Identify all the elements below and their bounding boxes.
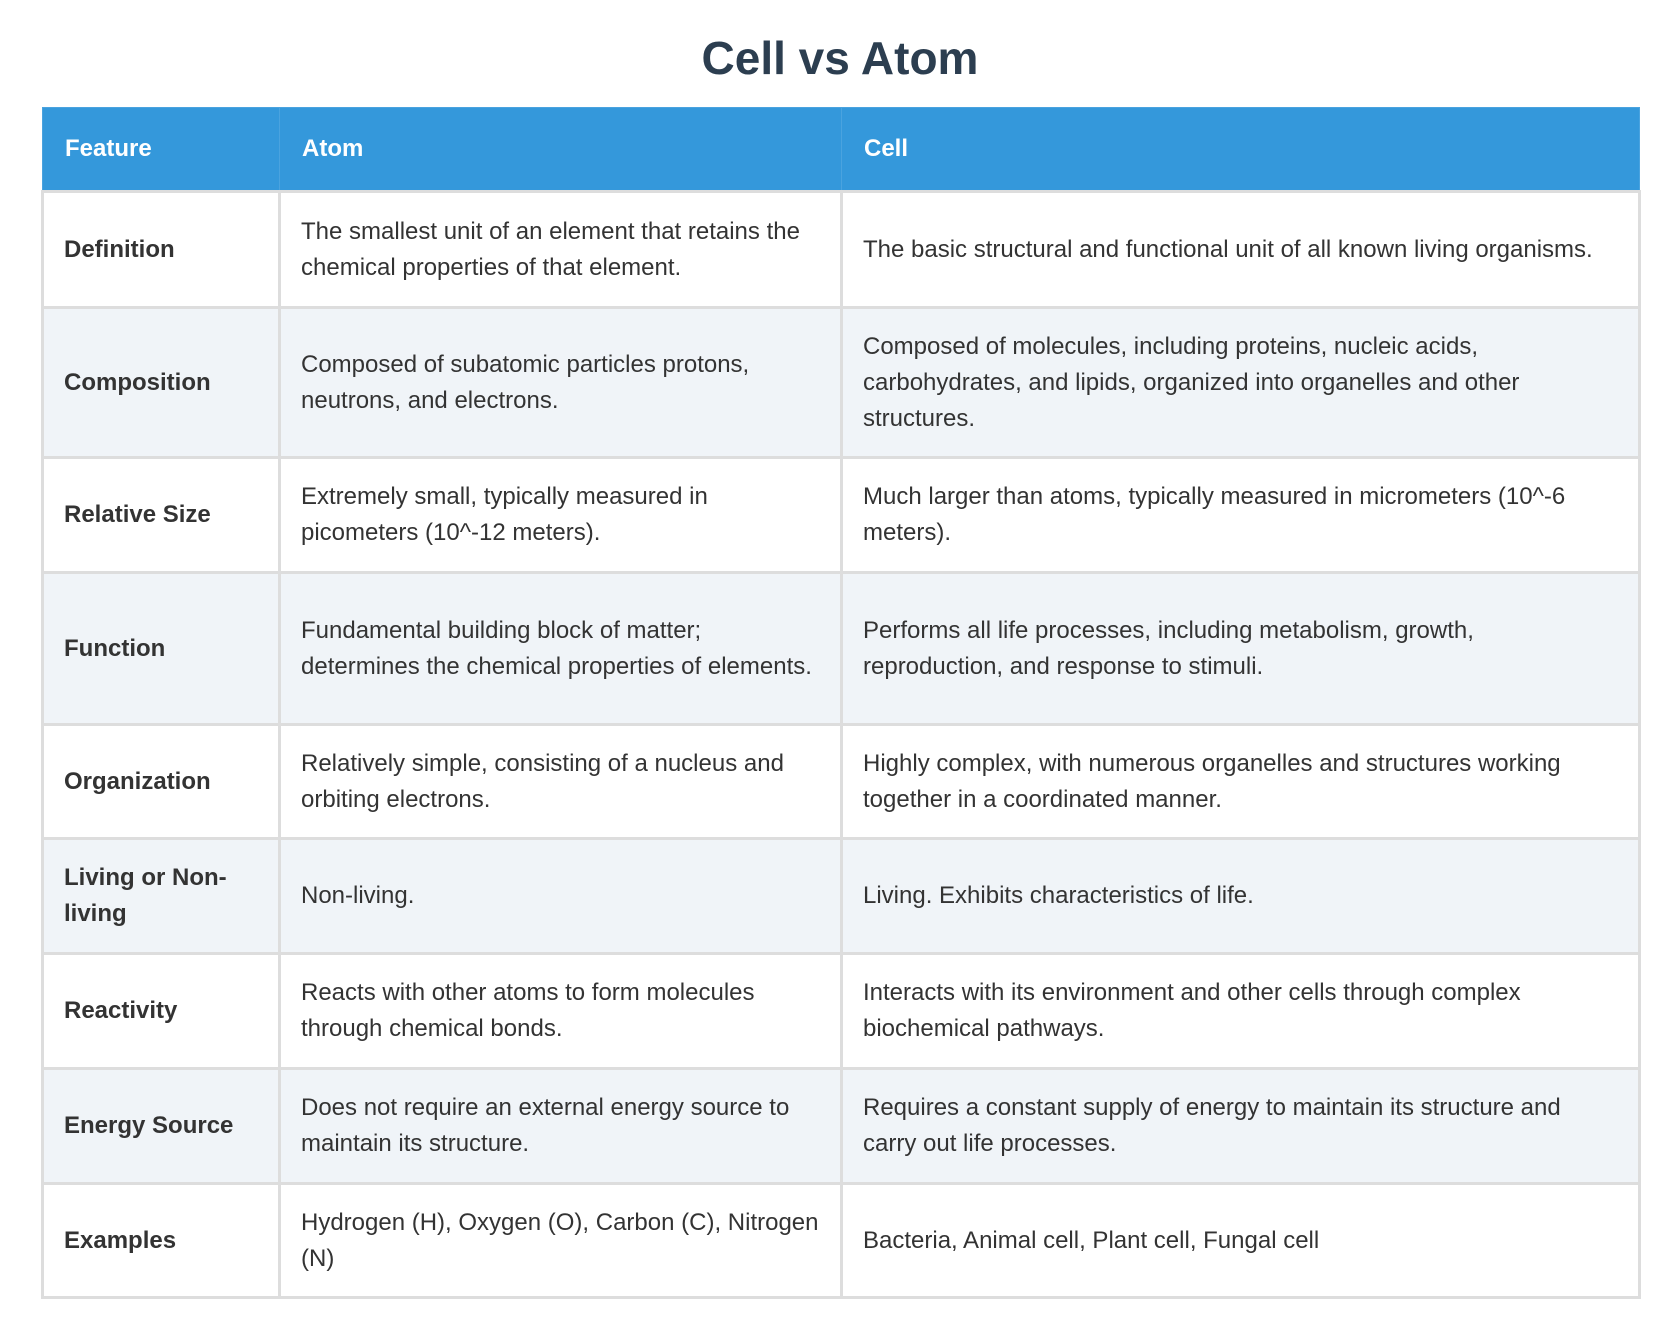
- table-row: Function Fundamental building block of m…: [41, 571, 1641, 726]
- atom-value: The smallest unit of an element that ret…: [278, 190, 843, 309]
- comparison-table: Feature Atom Cell Definition The smalles…: [41, 107, 1641, 1299]
- feature-label: Function: [41, 571, 281, 726]
- header-row: Feature Atom Cell: [42, 107, 1640, 192]
- table-row: Examples Hydrogen (H), Oxygen (O), Carbo…: [41, 1182, 1641, 1299]
- atom-value: Does not require an external energy sour…: [278, 1067, 843, 1185]
- cell-value: Much larger than atoms, typically measur…: [840, 456, 1641, 574]
- header-atom: Atom: [279, 107, 842, 192]
- cell-value: Composed of molecules, including protein…: [840, 306, 1641, 459]
- atom-value: Reacts with other atoms to form molecule…: [278, 952, 843, 1070]
- table-row: Energy Source Does not require an extern…: [41, 1067, 1641, 1185]
- atom-value: Composed of subatomic particles protons,…: [278, 306, 843, 459]
- header-feature: Feature: [42, 107, 280, 192]
- table-row: Living or Non-living Non-living. Living.…: [41, 837, 1641, 955]
- atom-value: Extremely small, typically measured in p…: [278, 456, 843, 574]
- table-row: Definition The smallest unit of an eleme…: [41, 190, 1641, 309]
- cell-value: Highly complex, with numerous organelles…: [840, 723, 1641, 840]
- feature-label: Examples: [41, 1182, 281, 1299]
- table-row: Organization Relatively simple, consisti…: [41, 723, 1641, 840]
- cell-value: Bacteria, Animal cell, Plant cell, Funga…: [840, 1182, 1641, 1299]
- atom-value: Relatively simple, consisting of a nucle…: [278, 723, 843, 840]
- table-row: Composition Composed of subatomic partic…: [41, 306, 1641, 459]
- table-row: Relative Size Extremely small, typically…: [41, 456, 1641, 574]
- page-title: Cell vs Atom: [701, 32, 979, 84]
- cell-value: Interacts with its environment and other…: [840, 952, 1641, 1070]
- feature-label: Living or Non-living: [41, 837, 281, 955]
- table-row: Reactivity Reacts with other atoms to fo…: [41, 952, 1641, 1070]
- table-header: Feature Atom Cell: [42, 107, 1640, 192]
- feature-label: Relative Size: [41, 456, 281, 574]
- feature-label: Energy Source: [41, 1067, 281, 1185]
- atom-value: Non-living.: [278, 837, 843, 955]
- feature-label: Reactivity: [41, 952, 281, 1070]
- atom-value: Fundamental building block of matter; de…: [278, 571, 843, 726]
- cell-value: Requires a constant supply of energy to …: [840, 1067, 1641, 1185]
- table-body: Definition The smallest unit of an eleme…: [41, 190, 1641, 1299]
- feature-label: Definition: [41, 190, 281, 309]
- feature-label: Composition: [41, 306, 281, 459]
- cell-value: The basic structural and functional unit…: [840, 190, 1641, 309]
- feature-label: Organization: [41, 723, 281, 840]
- cell-value: Performs all life processes, including m…: [840, 571, 1641, 726]
- cell-value: Living. Exhibits characteristics of life…: [840, 837, 1641, 955]
- header-cell: Cell: [841, 107, 1640, 192]
- atom-value: Hydrogen (H), Oxygen (O), Carbon (C), Ni…: [278, 1182, 843, 1299]
